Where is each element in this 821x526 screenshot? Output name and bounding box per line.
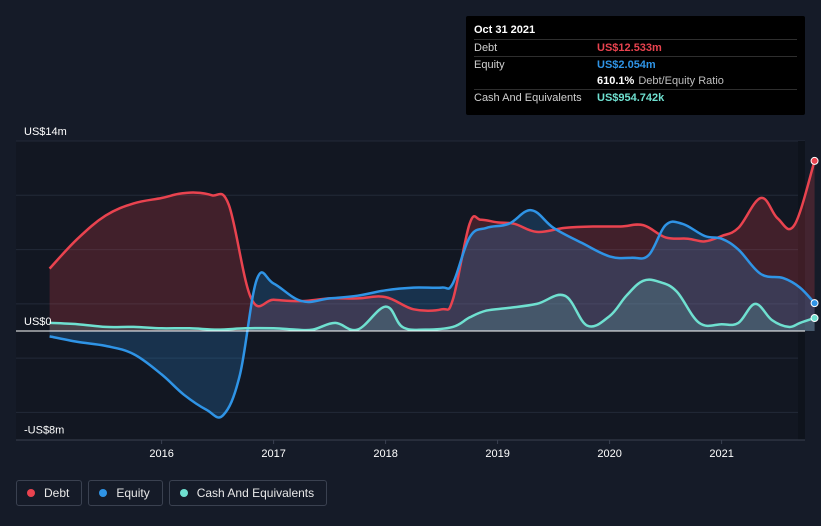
x-tick-label-2: 2018 — [373, 448, 397, 460]
tooltip-cash-label: Cash And Equivalents — [474, 92, 582, 104]
tooltip-panel: Oct 31 2021 Debt US$12.533m Equity US$2.… — [466, 16, 805, 115]
legend-cash-label: Cash And Equivalents — [196, 486, 315, 500]
tooltip-equity-label: Equity — [474, 59, 505, 71]
tooltip-debt-value: US$12.533m — [597, 42, 662, 54]
debt-dot-icon — [27, 489, 35, 497]
end-markers — [810, 156, 819, 323]
x-tick-label-0: 2016 — [149, 448, 173, 460]
plot-background — [16, 141, 805, 440]
axis-labels: US$14m US$0 -US$8m 2016 2017 2018 2019 2020 2021 — [24, 126, 734, 460]
tooltip-row-debt: Debt US$12.533m — [474, 39, 797, 56]
equity-dot-icon — [99, 489, 108, 497]
series-lines — [48, 160, 816, 419]
tooltip-row-cash: Cash And Equivalents US$954.742k — [474, 89, 797, 106]
legend: Debt Equity Cash And Equivalents — [16, 480, 328, 506]
axes — [16, 330, 805, 444]
debt-end-marker — [810, 156, 819, 165]
tooltip-row-equity: Equity US$2.054m — [474, 56, 797, 73]
tooltip-row-ratio: 610.1% Debt/Equity Ratio — [474, 73, 797, 89]
tooltip-ratio-label: Debt/Equity Ratio — [638, 75, 724, 87]
tooltip-cash-value: US$954.742k — [597, 92, 665, 104]
x-tick-label-1: 2017 — [261, 448, 285, 460]
x-tick-label-4: 2020 — [597, 448, 621, 460]
legend-item-equity[interactable]: Equity — [88, 480, 163, 506]
tooltip-ratio-value: 610.1% — [597, 75, 635, 87]
cash-area — [49, 279, 815, 331]
debt-area — [49, 160, 815, 331]
tooltip-ratio-spacer — [474, 73, 597, 89]
legend-item-cash[interactable]: Cash And Equivalents — [168, 480, 328, 506]
y-tick-label-0: US$14m — [24, 126, 67, 138]
y-tick-label-2: -US$8m — [24, 425, 64, 437]
cash-end-marker — [810, 314, 819, 323]
legend-debt-label: Debt — [44, 486, 70, 500]
x-tick-label-5: 2021 — [709, 448, 733, 460]
cash-dot-icon — [179, 489, 188, 497]
y-tick-label-1: US$0 — [24, 316, 52, 328]
tooltip-debt-label: Debt — [474, 42, 498, 54]
cash-line — [49, 278, 815, 332]
legend-item-debt[interactable]: Debt — [16, 480, 83, 506]
tooltip-date: Oct 31 2021 — [474, 24, 536, 36]
x-tick-label-3: 2019 — [485, 448, 509, 460]
equity-end-marker — [810, 299, 819, 308]
legend-equity-label: Equity — [116, 486, 150, 500]
equity-line — [49, 208, 816, 419]
tooltip-equity-value: US$2.054m — [597, 59, 656, 71]
